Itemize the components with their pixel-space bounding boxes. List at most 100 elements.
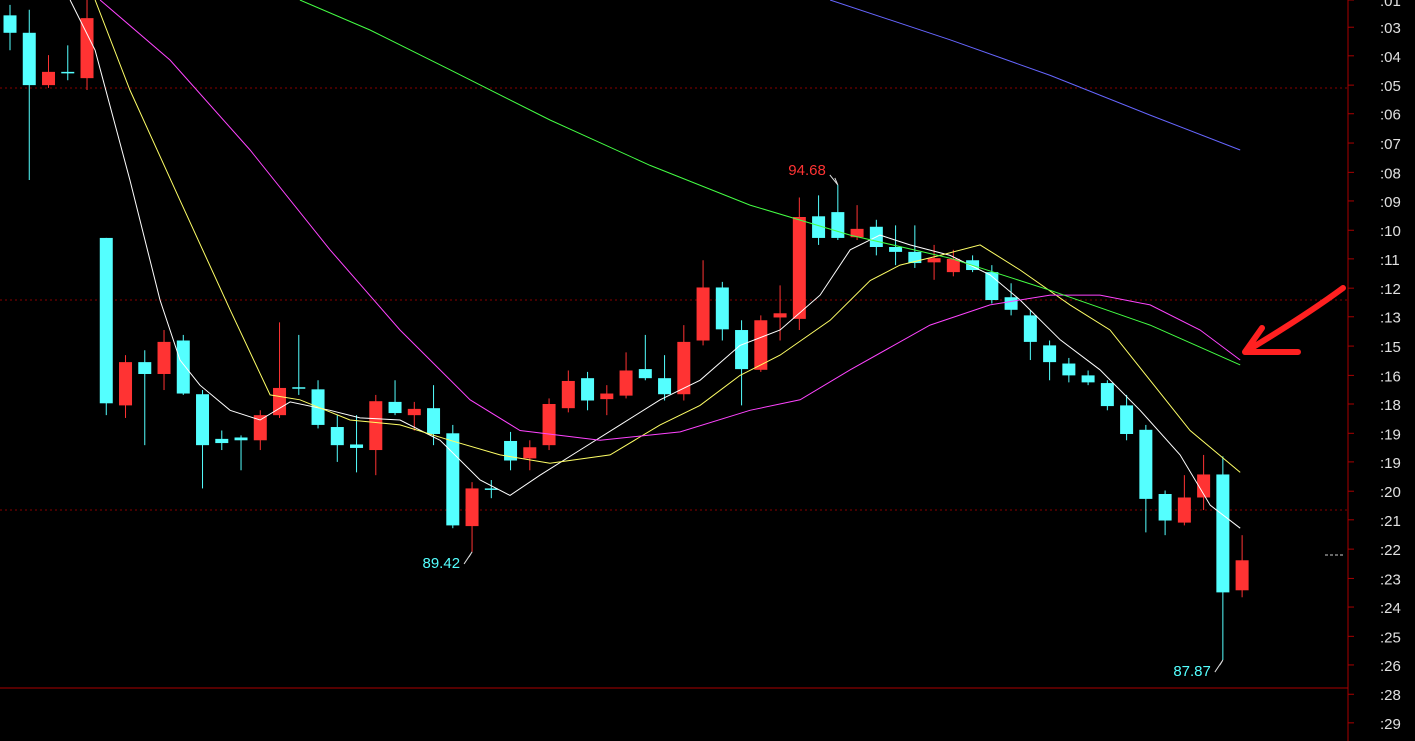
y-tick-label: :24 bbox=[1380, 600, 1401, 617]
candle-body bbox=[215, 438, 229, 444]
candle-body bbox=[908, 251, 922, 264]
candle-body bbox=[1197, 474, 1211, 498]
y-tick-label: :05 bbox=[1380, 78, 1401, 95]
candle-body bbox=[42, 71, 56, 86]
candle-body bbox=[812, 216, 826, 238]
candle-body bbox=[3, 15, 17, 33]
candle-body bbox=[407, 408, 421, 416]
candle-body bbox=[292, 387, 306, 389]
plot-area: 94.68 89.42 87.87 bbox=[3, 0, 1249, 680]
candle-body bbox=[446, 433, 460, 526]
y-tick-label: :04 bbox=[1380, 49, 1401, 66]
moving-average-line bbox=[299, 0, 1241, 366]
y-tick-label: :19 bbox=[1380, 426, 1401, 443]
y-tick-label: :09 bbox=[1380, 194, 1401, 211]
candle-body bbox=[1216, 474, 1230, 593]
annotation-label: 89.42 bbox=[423, 555, 461, 572]
candle-body bbox=[735, 330, 749, 370]
candle-body bbox=[176, 340, 190, 394]
y-tick-label: :01 bbox=[1380, 0, 1401, 10]
y-tick-label: :29 bbox=[1380, 716, 1401, 733]
y-tick-label: :12 bbox=[1380, 281, 1401, 298]
candle-body bbox=[234, 437, 248, 441]
moving-average-line bbox=[94, 0, 1241, 473]
candle-body bbox=[600, 393, 614, 400]
candle-body bbox=[1043, 345, 1057, 363]
y-tick-label: :28 bbox=[1380, 687, 1401, 704]
candle-body bbox=[889, 247, 903, 252]
annotation-pointer bbox=[1214, 659, 1224, 673]
annotation-pointer bbox=[829, 174, 839, 186]
candle-body bbox=[138, 362, 152, 374]
candle-body bbox=[196, 394, 210, 446]
annotation-label: 87.87 bbox=[1173, 663, 1211, 680]
candle-body bbox=[1235, 560, 1249, 591]
y-tick-label: :10 bbox=[1380, 223, 1401, 240]
candle-body bbox=[253, 415, 267, 441]
y-tick-label: :22 bbox=[1380, 542, 1401, 559]
y-tick-label: :03 bbox=[1380, 20, 1401, 37]
candle-body bbox=[1158, 494, 1172, 521]
candle-body bbox=[330, 427, 344, 446]
y-tick-label: :15 bbox=[1380, 339, 1401, 356]
y-tick-label: :06 bbox=[1380, 107, 1401, 124]
candle-body bbox=[715, 287, 729, 330]
hand-drawn-arrow bbox=[1242, 285, 1346, 355]
candle-body bbox=[677, 341, 691, 395]
candle-body bbox=[1023, 315, 1037, 342]
y-tick-label: :13 bbox=[1380, 310, 1401, 327]
candle-body bbox=[484, 488, 498, 490]
candle-body bbox=[927, 258, 941, 263]
candle-body bbox=[427, 408, 441, 434]
y-tick-label: :21 bbox=[1380, 513, 1401, 530]
candle-body bbox=[561, 380, 575, 409]
candle-body bbox=[754, 320, 768, 370]
candle-body bbox=[99, 237, 113, 404]
candle-body bbox=[369, 401, 383, 451]
candle-body bbox=[350, 444, 364, 448]
candle-body bbox=[119, 362, 133, 406]
candle-body bbox=[850, 228, 864, 238]
y-tick-label: :18 bbox=[1380, 397, 1401, 414]
candle-body bbox=[773, 313, 787, 318]
candle-body bbox=[542, 403, 556, 446]
y-tick-label: :16 bbox=[1380, 368, 1401, 385]
candle-body bbox=[1120, 405, 1134, 434]
candle-body bbox=[22, 32, 36, 86]
y-tick-label: :11 bbox=[1380, 252, 1400, 269]
candle-body bbox=[1004, 297, 1018, 310]
candle-body bbox=[1139, 429, 1153, 499]
moving-average-line bbox=[829, 0, 1241, 151]
candle-body bbox=[1062, 363, 1076, 376]
candle-body bbox=[80, 18, 94, 79]
candle-body bbox=[946, 258, 960, 273]
candle-body bbox=[1081, 375, 1095, 383]
candle-body bbox=[1177, 497, 1191, 523]
annotation-pointer bbox=[463, 551, 473, 565]
candle-body bbox=[638, 369, 652, 379]
candle-body bbox=[61, 71, 75, 74]
y-tick-label: :25 bbox=[1380, 629, 1401, 646]
candle-body bbox=[388, 401, 402, 414]
candle-body bbox=[581, 378, 595, 401]
moving-average-line bbox=[69, 0, 1241, 529]
y-tick-label: :23 bbox=[1380, 571, 1401, 588]
candle-body bbox=[831, 212, 845, 238]
y-tick-label: :07 bbox=[1380, 136, 1401, 153]
y-tick-label: :08 bbox=[1380, 165, 1401, 182]
y-tick-label: :20 bbox=[1380, 484, 1401, 501]
candle-body bbox=[523, 447, 537, 459]
moving-average-line bbox=[99, 0, 1241, 441]
annotation-label: 94.68 bbox=[788, 162, 826, 179]
candle-body bbox=[465, 488, 479, 527]
y-tick-label: :26 bbox=[1380, 658, 1401, 675]
candle-body bbox=[619, 370, 633, 396]
candle-body bbox=[696, 287, 710, 341]
candle-body bbox=[157, 341, 171, 374]
candle-body bbox=[658, 378, 672, 395]
candle-body bbox=[273, 387, 287, 416]
candle-body bbox=[792, 216, 806, 319]
